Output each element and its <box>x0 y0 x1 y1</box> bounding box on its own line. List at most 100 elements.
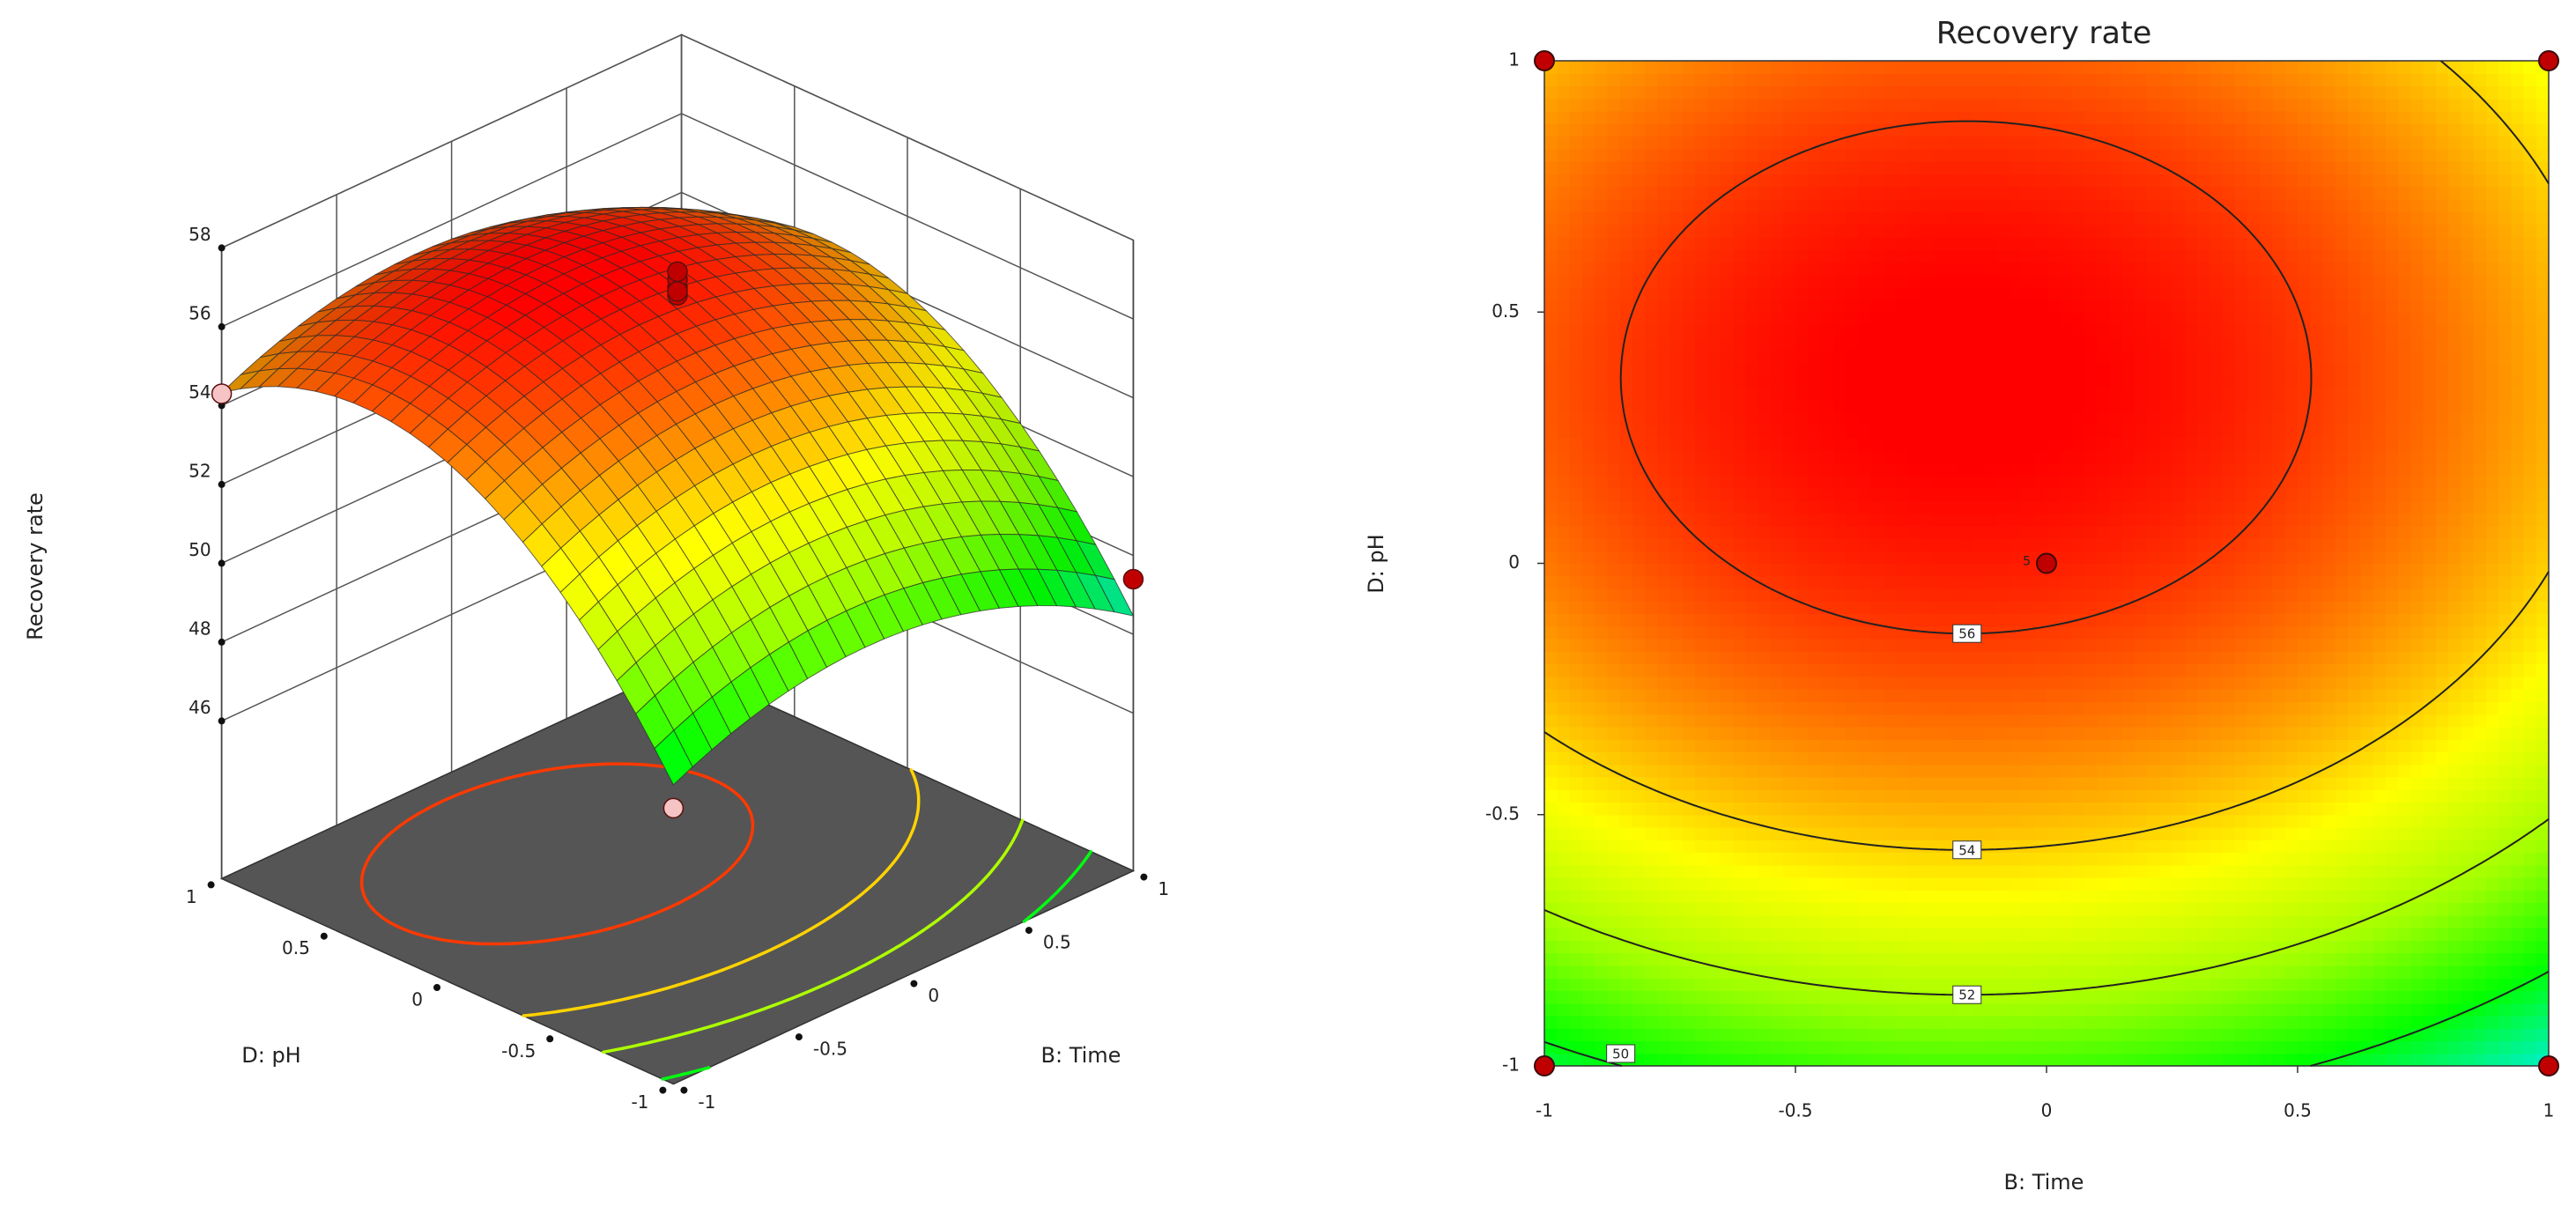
heat-cell <box>1908 475 1922 489</box>
heat-cell <box>1669 374 1684 388</box>
heat-cell <box>1695 450 1708 463</box>
heat-cell <box>1669 148 1684 162</box>
heat-cell <box>1770 61 1784 74</box>
heat-cell <box>1544 613 1558 627</box>
heat-cell <box>1732 236 1746 250</box>
heat-cell <box>1971 487 1985 501</box>
heat-cell <box>1820 198 1834 212</box>
heat-cell <box>1883 952 1897 966</box>
heat-cell <box>1858 689 1872 702</box>
heat-cell <box>1770 224 1784 238</box>
heat-cell <box>2134 902 2148 916</box>
heat-cell <box>2134 739 2148 753</box>
heat-cell <box>1758 136 1772 150</box>
heat-cell <box>2197 689 2210 702</box>
heat-cell <box>1883 85 1897 100</box>
heat-cell <box>2147 764 2160 778</box>
heat-cell <box>1971 337 1985 351</box>
heat-cell <box>2134 1015 2148 1029</box>
heat-cell <box>1946 362 1959 376</box>
heat-cell <box>1607 400 1621 413</box>
heat-cell <box>1996 437 2010 451</box>
heat-cell <box>1883 739 1897 753</box>
heat-cell <box>1883 500 1897 514</box>
heat-cell <box>1846 701 1859 715</box>
heat-cell <box>2184 651 2198 665</box>
heat-cell <box>1695 475 1708 489</box>
heat-cell <box>1996 248 2010 263</box>
heat-cell <box>1908 425 1922 439</box>
heat-cell <box>1645 551 1658 565</box>
heat-cell <box>1758 890 1772 904</box>
heat-cell <box>1758 236 1772 250</box>
heat-cell <box>1896 286 1909 300</box>
heat-cell <box>1595 537 1608 551</box>
heat-cell <box>1896 613 1909 627</box>
heat-cell <box>1795 1015 1809 1029</box>
heat-cell <box>1896 877 1909 891</box>
heat-cell <box>1720 274 1734 288</box>
heat-cell <box>1896 827 1909 840</box>
heat-cell <box>1782 211 1796 226</box>
heat-cell <box>2071 1028 2085 1042</box>
heat-cell <box>2121 123 2136 137</box>
heat-cell <box>2033 286 2047 300</box>
heat-cell <box>2184 400 2198 413</box>
heat-cell <box>1770 877 1784 891</box>
heat-cell <box>1996 827 2010 840</box>
heat-cell <box>1883 425 1897 439</box>
heat-cell <box>1632 262 1646 276</box>
heat-cell <box>1707 789 1721 803</box>
heat-cell <box>2059 551 2073 565</box>
heat-cell <box>2097 299 2110 313</box>
heat-cell <box>2033 85 2047 100</box>
heat-cell <box>1581 689 1595 702</box>
heat-cell <box>1607 350 1621 363</box>
heat-cell <box>2222 1053 2236 1067</box>
heat-cell <box>2084 475 2098 489</box>
heat-cell <box>2121 714 2136 728</box>
heat-cell <box>1544 198 1558 212</box>
heat-cell <box>2033 525 2047 539</box>
heat-cell <box>1669 551 1684 565</box>
heat-cell <box>2097 1028 2110 1042</box>
heat-cell <box>2084 236 2098 250</box>
heat-cell <box>1569 136 1583 150</box>
heat-cell <box>1808 475 1822 489</box>
heat-cell <box>2084 877 2098 891</box>
heat-cell <box>2210 890 2224 904</box>
heat-cell <box>2134 437 2148 451</box>
heat-cell <box>2121 639 2136 652</box>
heat-cell <box>1908 588 1922 602</box>
heat-cell <box>2009 551 2023 565</box>
heat-cell <box>1858 965 1872 979</box>
heat-cell <box>1770 85 1784 100</box>
heat-cell <box>2071 978 2085 992</box>
heat-cell <box>1732 161 1746 174</box>
heat-cell <box>1921 374 1935 388</box>
heat-cell <box>1682 701 1696 715</box>
heat-cell <box>2134 337 2148 351</box>
heat-cell <box>2121 764 2136 778</box>
heat-cell <box>2134 186 2148 200</box>
heat-cell <box>2184 350 2198 363</box>
heat-cell <box>1808 161 1822 174</box>
heat-cell <box>2097 852 2110 866</box>
heat-cell <box>1983 651 1997 665</box>
heat-cell <box>1607 840 1621 854</box>
heat-cell <box>2147 324 2160 338</box>
heat-cell <box>1595 174 1608 188</box>
heat-cell <box>1870 1040 1884 1054</box>
heat-cell <box>2109 186 2123 200</box>
heat-cell <box>1795 551 1809 565</box>
heat-cell <box>1720 224 1734 238</box>
heat-cell <box>1832 739 1847 753</box>
heat-cell <box>2197 714 2210 728</box>
heat-cell <box>1808 663 1822 677</box>
heat-cell <box>2134 425 2148 439</box>
heat-cell <box>1820 928 1834 941</box>
heat-cell <box>1820 450 1834 463</box>
heat-cell <box>1832 161 1847 174</box>
heat-cell <box>2197 965 2210 979</box>
heat-cell <box>1996 890 2010 904</box>
